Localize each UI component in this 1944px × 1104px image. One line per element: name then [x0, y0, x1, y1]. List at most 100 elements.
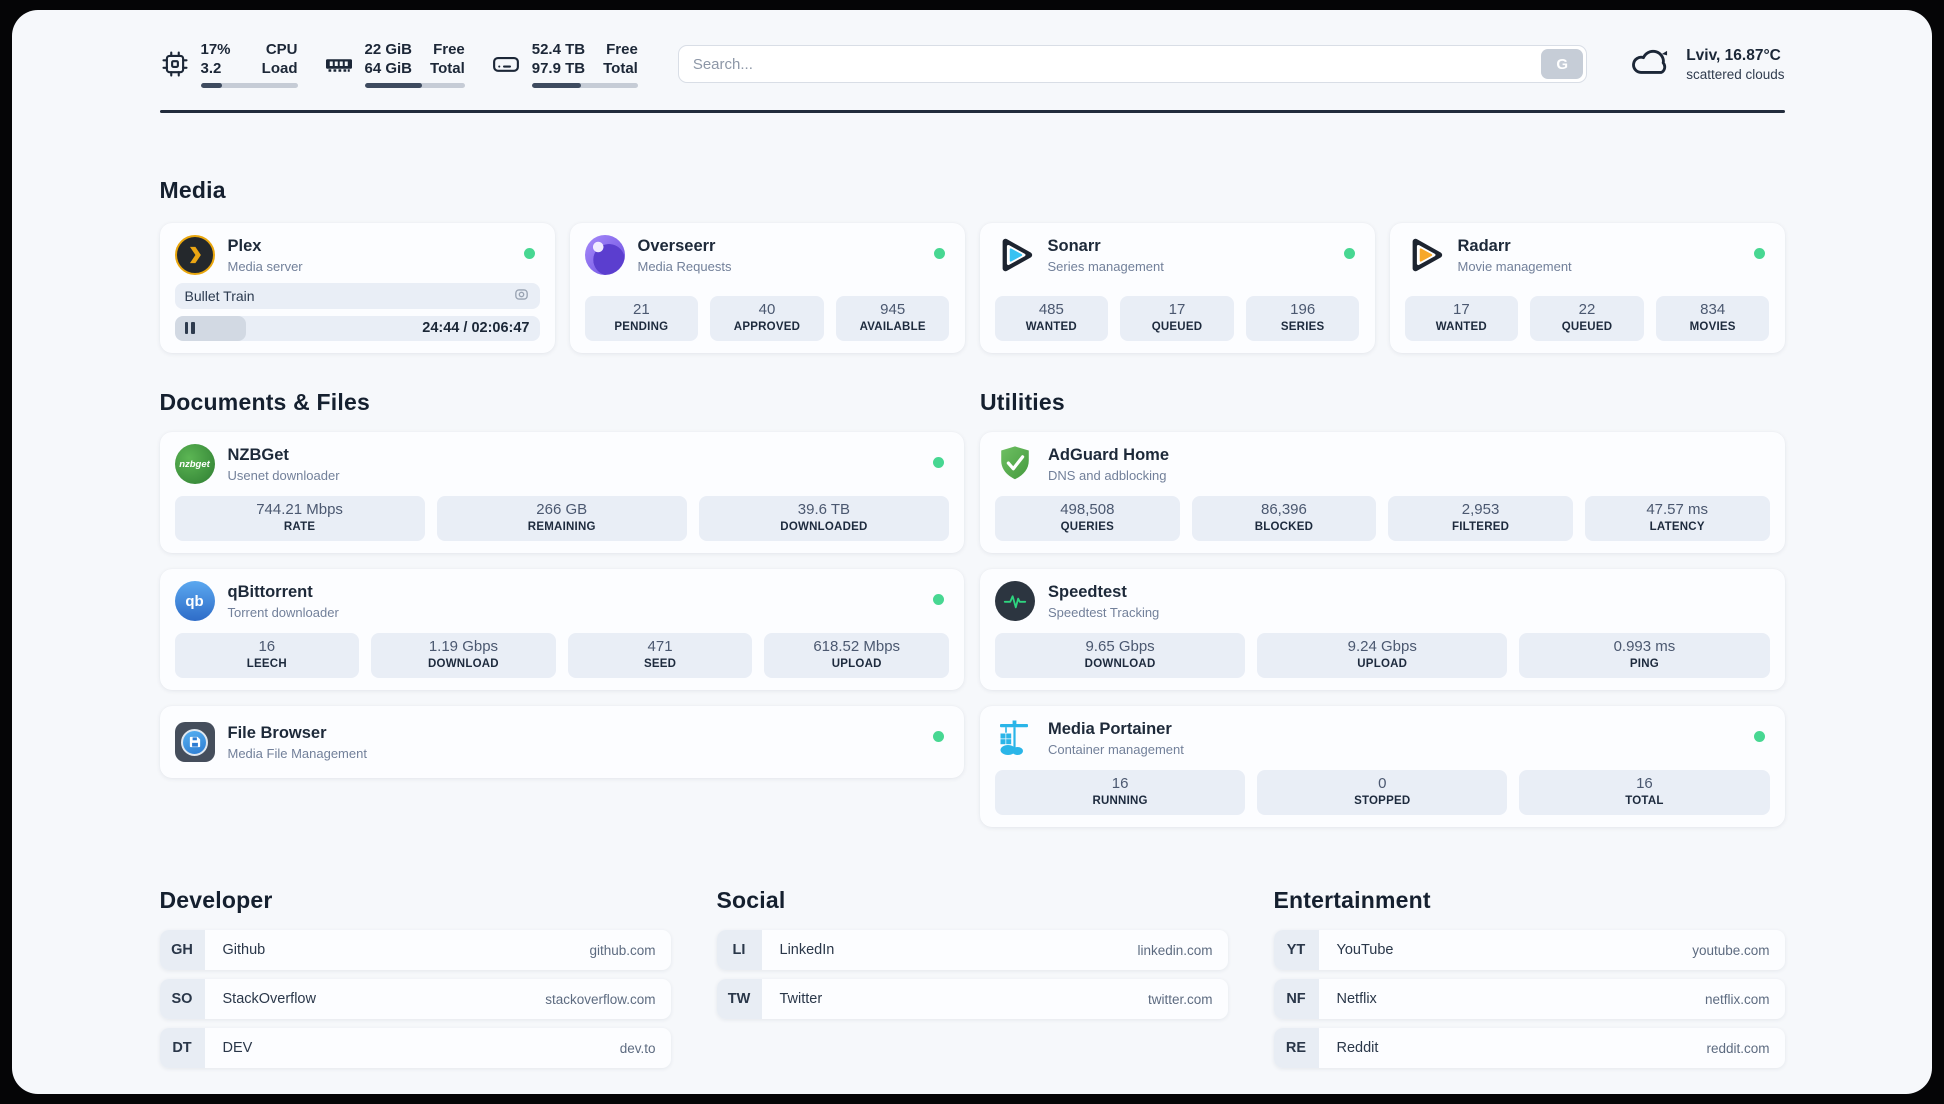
app-card-sonarr[interactable]: Sonarr Series management 485 WANTED 17 QUE… — [979, 223, 1375, 353]
stat-box: 86,396 BLOCKED — [1191, 496, 1377, 541]
stat-box: 17 QUEUED — [1120, 296, 1234, 341]
speedtest-pulse-icon — [995, 581, 1035, 621]
overseerr-icon — [584, 235, 625, 275]
link-row-github[interactable]: GH Github github.com — [159, 930, 671, 970]
app-title: Media Portainer — [1048, 719, 1172, 738]
app-title: qBittorrent — [227, 582, 313, 601]
app-card-filebrowser[interactable]: File Browser Media File Management — [159, 706, 964, 778]
link-row-stackoverflow[interactable]: SO StackOverflow stackoverflow.com — [159, 979, 671, 1019]
app-title: Plex — [227, 236, 262, 255]
status-dot — [933, 248, 945, 259]
search-input[interactable] — [677, 45, 1588, 83]
link-name: DEV — [222, 1040, 253, 1056]
link-row-linkedin[interactable]: LI LinkedIn linkedin.com — [716, 930, 1228, 970]
stat-box: 17 WANTED — [1404, 296, 1519, 341]
link-row-dev[interactable]: DT DEV dev.to — [159, 1028, 671, 1068]
disk-free-label: Free — [606, 41, 638, 58]
search-bar: G — [677, 45, 1588, 83]
status-dot — [1753, 731, 1765, 742]
ram-total-label: Total — [430, 60, 465, 77]
cpu-load-value: 3.2 — [200, 60, 222, 77]
ram-icon — [324, 49, 354, 79]
app-card-qbittorrent[interactable]: qb qBittorrent Torrent downloader 16 LEEC… — [159, 569, 964, 690]
app-subtitle: Speedtest Tracking — [1048, 604, 1160, 620]
stat-box: 945 AVAILABLE — [835, 296, 950, 341]
weather-widget: Lviv, 16.87°C scattered clouds — [1627, 44, 1785, 85]
ram-free-value: 22 GiB — [364, 41, 413, 58]
memory-widget: 22 GiB Free 64 GiB Total — [324, 40, 465, 88]
section-title-documents: Documents & Files — [159, 389, 370, 415]
cpu-widget: 17% CPU 3.2 Load — [160, 40, 298, 88]
app-card-overseerr[interactable]: Overseerr Media Requests 21 PENDING 40 APP… — [569, 223, 965, 353]
section-title-entertainment: Entertainment — [1273, 887, 1431, 913]
link-url: twitter.com — [1147, 991, 1213, 1007]
section-title-media: Media — [159, 177, 226, 203]
cpu-usage-value: 17% — [200, 41, 231, 58]
link-badge: LI — [716, 930, 762, 970]
stat-box: 485 WANTED — [994, 296, 1109, 341]
link-name: YouTube — [1336, 942, 1394, 958]
link-name: LinkedIn — [779, 942, 835, 958]
ram-progress-bar — [364, 83, 465, 88]
app-subtitle: Media Requests — [637, 258, 732, 274]
section-title-social: Social — [716, 887, 786, 913]
filebrowser-icon — [174, 722, 215, 762]
stat-box: 2,953 FILTERED — [1388, 496, 1573, 541]
app-card-portainer[interactable]: Media Portainer Container management 16 R… — [980, 706, 1785, 827]
playback-time: 24:44 / 02:06:47 — [422, 320, 530, 337]
pause-button[interactable] — [184, 322, 195, 335]
now-playing-title: Bullet Train — [184, 287, 255, 304]
now-playing-row: Bullet Train — [174, 283, 540, 309]
system-widgets: 17% CPU 3.2 Load — [160, 40, 638, 88]
weather-condition: scattered clouds — [1686, 66, 1785, 82]
link-row-youtube[interactable]: YT YouTube youtube.com — [1273, 930, 1785, 970]
link-badge: NF — [1273, 979, 1319, 1019]
status-dot — [523, 248, 535, 259]
disk-total-value: 97.9 TB — [531, 60, 586, 77]
stat-box: 0 STOPPED — [1257, 770, 1508, 815]
search-button[interactable]: G — [1541, 49, 1584, 79]
stat-box: 0.993 ms PING — [1519, 633, 1770, 678]
app-card-adguard[interactable]: AdGuard Home DNS and adblocking 498,508 Q… — [980, 432, 1785, 553]
stat-box: 16 TOTAL — [1519, 770, 1770, 815]
ram-total-value: 64 GiB — [364, 60, 413, 77]
disk-progress-bar — [531, 83, 638, 88]
link-name: Twitter — [779, 991, 823, 1007]
session-cast-icon[interactable] — [513, 286, 530, 306]
link-row-reddit[interactable]: RE Reddit reddit.com — [1273, 1028, 1785, 1068]
link-url: linkedin.com — [1137, 942, 1213, 958]
plex-icon — [174, 235, 215, 275]
column-social: Social LI LinkedIn linkedin.com TW Twitt… — [716, 885, 1228, 1068]
link-row-netflix[interactable]: NF Netflix netflix.com — [1273, 979, 1785, 1019]
link-url: youtube.com — [1692, 942, 1770, 958]
app-card-plex[interactable]: Plex Media server Bullet Train — [159, 223, 555, 353]
app-subtitle: Media File Management — [227, 745, 367, 761]
section-title-developer: Developer — [159, 887, 273, 913]
app-card-nzbget[interactable]: nzbget NZBGet Usenet downloader 744.21 M… — [159, 432, 964, 553]
app-card-radarr[interactable]: Radarr Movie management 17 WANTED 22 QUEUE… — [1389, 223, 1785, 353]
app-title: File Browser — [227, 723, 327, 742]
column-utilities: Utilities — [980, 387, 1785, 827]
cpu-icon — [160, 49, 190, 79]
stat-box: 266 GB REMAINING — [436, 496, 687, 541]
link-name: Netflix — [1336, 991, 1377, 1007]
disk-total-label: Total — [603, 60, 638, 77]
column-entertainment: Entertainment YT YouTube youtube.com NF … — [1273, 885, 1785, 1068]
stat-box: 618.52 Mbps UPLOAD — [764, 633, 949, 678]
link-name: StackOverflow — [222, 991, 316, 1007]
status-dot — [1753, 248, 1765, 259]
cpu-load-label: Load — [261, 60, 298, 77]
portainer-crane-icon — [995, 718, 1035, 758]
link-url: stackoverflow.com — [545, 991, 656, 1007]
column-documents: Documents & Files nzbget NZBGet Usenet d… — [159, 387, 964, 827]
app-title: Radarr — [1457, 236, 1511, 255]
app-title: AdGuard Home — [1048, 445, 1170, 464]
app-title: Overseerr — [637, 236, 716, 255]
link-row-twitter[interactable]: TW Twitter twitter.com — [716, 979, 1228, 1019]
stat-box: 21 PENDING — [584, 296, 699, 341]
ram-free-label: Free — [433, 41, 465, 58]
app-card-speedtest[interactable]: Speedtest Speedtest Tracking 9.65 Gbps DO… — [980, 569, 1785, 690]
disk-widget: 52.4 TB Free 97.9 TB Total — [491, 40, 638, 88]
link-badge: YT — [1273, 930, 1319, 970]
link-url: reddit.com — [1706, 1040, 1770, 1056]
